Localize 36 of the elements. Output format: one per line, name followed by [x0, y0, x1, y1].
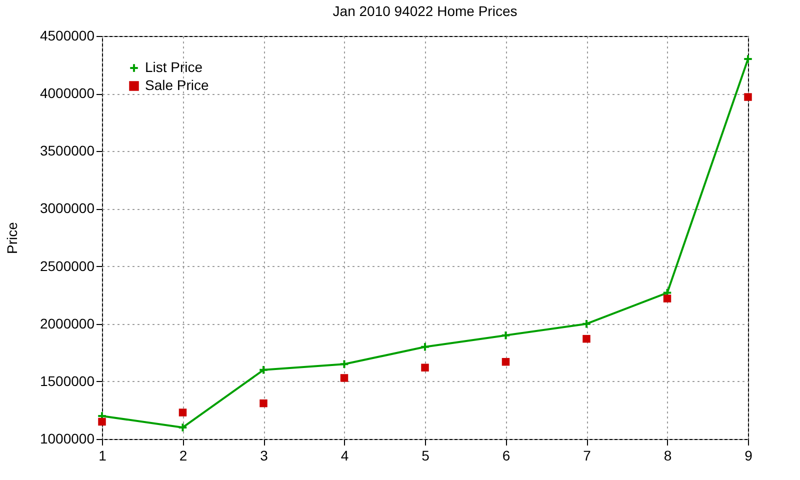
point	[340, 374, 348, 382]
point	[258, 365, 268, 375]
point	[744, 93, 752, 101]
point	[663, 294, 672, 302]
x-tick-label: 8	[664, 448, 672, 464]
point	[421, 364, 429, 372]
point	[420, 342, 430, 352]
y-tick-label: 3500000	[40, 142, 95, 159]
point	[582, 334, 590, 343]
point	[178, 408, 187, 416]
x-tick-label: 6	[502, 448, 510, 464]
y-tick-label: 2500000	[40, 258, 95, 274]
point	[582, 318, 592, 329]
x-tick-label: 5	[422, 448, 430, 464]
x-tick-label: 4	[340, 448, 349, 464]
chart-title: Jan 2010 94022 Home Prices	[332, 3, 518, 19]
y-tick-label: 1500000	[40, 372, 95, 389]
y-tick-label: 2000000	[40, 315, 95, 332]
y-tick-label: 3000000	[40, 200, 95, 216]
y-tick-label: 1000000	[40, 430, 95, 446]
y-tick-label: 4000000	[40, 85, 95, 102]
x-tick-label: 2	[179, 448, 188, 464]
y-axis-title: Price	[4, 222, 20, 254]
legend-label: Sale Price	[145, 77, 210, 93]
point	[98, 418, 106, 426]
y-tick-label: 4500000	[40, 28, 95, 44]
point	[260, 399, 268, 408]
point	[178, 422, 188, 432]
point	[339, 359, 350, 370]
point	[500, 330, 511, 340]
legend-label: List Price	[145, 59, 203, 75]
point	[502, 358, 510, 366]
x-tick-label: 7	[583, 448, 592, 464]
x-tick-label: 1	[98, 448, 107, 464]
x-tick-label: 3	[260, 448, 268, 464]
x-tick-label: 9	[744, 448, 753, 464]
